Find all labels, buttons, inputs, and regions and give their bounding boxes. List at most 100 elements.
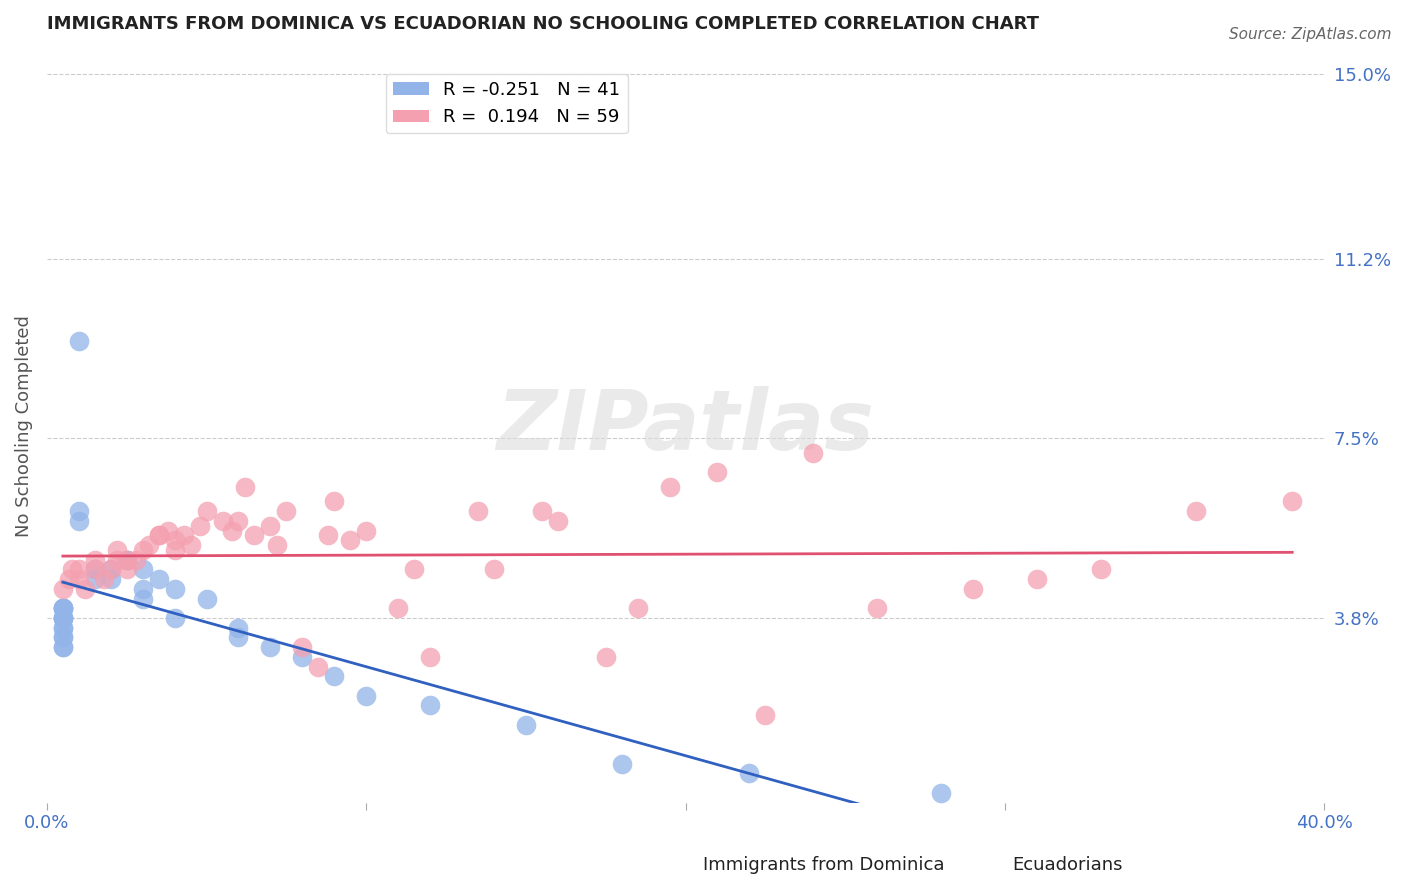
Point bbox=[75, 582, 97, 596]
Point bbox=[100, 562, 122, 576]
Point bbox=[52, 611, 75, 625]
Point bbox=[52, 601, 75, 615]
Legend: R = -0.251   N = 41, R =  0.194   N = 59: R = -0.251 N = 41, R = 0.194 N = 59 bbox=[385, 74, 627, 134]
Point bbox=[316, 528, 339, 542]
Point bbox=[52, 640, 75, 655]
Point bbox=[52, 611, 75, 625]
Point bbox=[233, 480, 256, 494]
Point bbox=[1185, 504, 1208, 518]
Point bbox=[866, 601, 889, 615]
Point bbox=[58, 572, 80, 586]
Point bbox=[195, 591, 218, 606]
Point bbox=[100, 572, 122, 586]
Point bbox=[595, 649, 617, 664]
Text: Immigrants from Dominica: Immigrants from Dominica bbox=[703, 856, 945, 874]
Point bbox=[195, 504, 218, 518]
Point bbox=[221, 524, 243, 538]
Point bbox=[658, 480, 681, 494]
Point bbox=[83, 572, 105, 586]
Point bbox=[67, 514, 90, 528]
Point bbox=[259, 518, 281, 533]
Point bbox=[52, 611, 75, 625]
Point bbox=[67, 504, 90, 518]
Point bbox=[67, 562, 90, 576]
Point bbox=[52, 601, 75, 615]
Point bbox=[291, 649, 314, 664]
Point bbox=[482, 562, 505, 576]
Point bbox=[266, 538, 288, 552]
Point bbox=[163, 611, 186, 625]
Point bbox=[131, 562, 153, 576]
Point bbox=[962, 582, 984, 596]
Point bbox=[115, 562, 138, 576]
Point bbox=[131, 582, 153, 596]
Point bbox=[1090, 562, 1112, 576]
Point bbox=[67, 334, 90, 349]
Point bbox=[387, 601, 409, 615]
Point bbox=[93, 572, 115, 586]
Text: Ecuadorians: Ecuadorians bbox=[1012, 856, 1123, 874]
Point bbox=[404, 562, 426, 576]
Point bbox=[83, 553, 105, 567]
Point bbox=[323, 669, 346, 683]
Point bbox=[62, 562, 84, 576]
Point bbox=[801, 446, 824, 460]
Point bbox=[52, 582, 75, 596]
Point bbox=[547, 514, 569, 528]
Text: IMMIGRANTS FROM DOMINICA VS ECUADORIAN NO SCHOOLING COMPLETED CORRELATION CHART: IMMIGRANTS FROM DOMINICA VS ECUADORIAN N… bbox=[46, 15, 1039, 33]
Point bbox=[148, 528, 170, 542]
Point bbox=[157, 524, 180, 538]
Y-axis label: No Schooling Completed: No Schooling Completed bbox=[15, 315, 32, 537]
Point bbox=[52, 631, 75, 645]
Point bbox=[754, 708, 776, 723]
Point bbox=[276, 504, 298, 518]
Point bbox=[100, 562, 122, 576]
Point bbox=[52, 611, 75, 625]
Point bbox=[125, 553, 148, 567]
Point bbox=[67, 572, 90, 586]
Point bbox=[339, 533, 361, 548]
Point bbox=[180, 538, 202, 552]
Point bbox=[419, 649, 441, 664]
Point bbox=[115, 553, 138, 567]
Point bbox=[131, 591, 153, 606]
Point bbox=[163, 533, 186, 548]
Point bbox=[148, 528, 170, 542]
Point bbox=[52, 631, 75, 645]
Point bbox=[211, 514, 233, 528]
Point bbox=[627, 601, 650, 615]
Point bbox=[738, 766, 761, 780]
Point bbox=[706, 466, 728, 480]
Point bbox=[52, 621, 75, 635]
Point bbox=[228, 621, 250, 635]
Point bbox=[307, 659, 329, 673]
Point bbox=[291, 640, 314, 655]
Point bbox=[228, 514, 250, 528]
Point bbox=[148, 572, 170, 586]
Point bbox=[173, 528, 195, 542]
Point bbox=[83, 562, 105, 576]
Point bbox=[228, 631, 250, 645]
Point bbox=[354, 524, 377, 538]
Point bbox=[52, 601, 75, 615]
Point bbox=[115, 553, 138, 567]
Point bbox=[138, 538, 160, 552]
Point bbox=[105, 553, 128, 567]
Point bbox=[610, 756, 633, 771]
Point bbox=[515, 718, 537, 732]
Point bbox=[467, 504, 489, 518]
Point bbox=[929, 786, 952, 800]
Point bbox=[243, 528, 266, 542]
Point bbox=[163, 543, 186, 558]
Point bbox=[259, 640, 281, 655]
Point bbox=[105, 543, 128, 558]
Point bbox=[115, 553, 138, 567]
Point bbox=[83, 562, 105, 576]
Point bbox=[323, 494, 346, 508]
Point bbox=[52, 601, 75, 615]
Point bbox=[188, 518, 211, 533]
Text: ZIPatlas: ZIPatlas bbox=[496, 385, 875, 467]
Point bbox=[1281, 494, 1303, 508]
Point bbox=[354, 689, 377, 703]
Point bbox=[1025, 572, 1047, 586]
